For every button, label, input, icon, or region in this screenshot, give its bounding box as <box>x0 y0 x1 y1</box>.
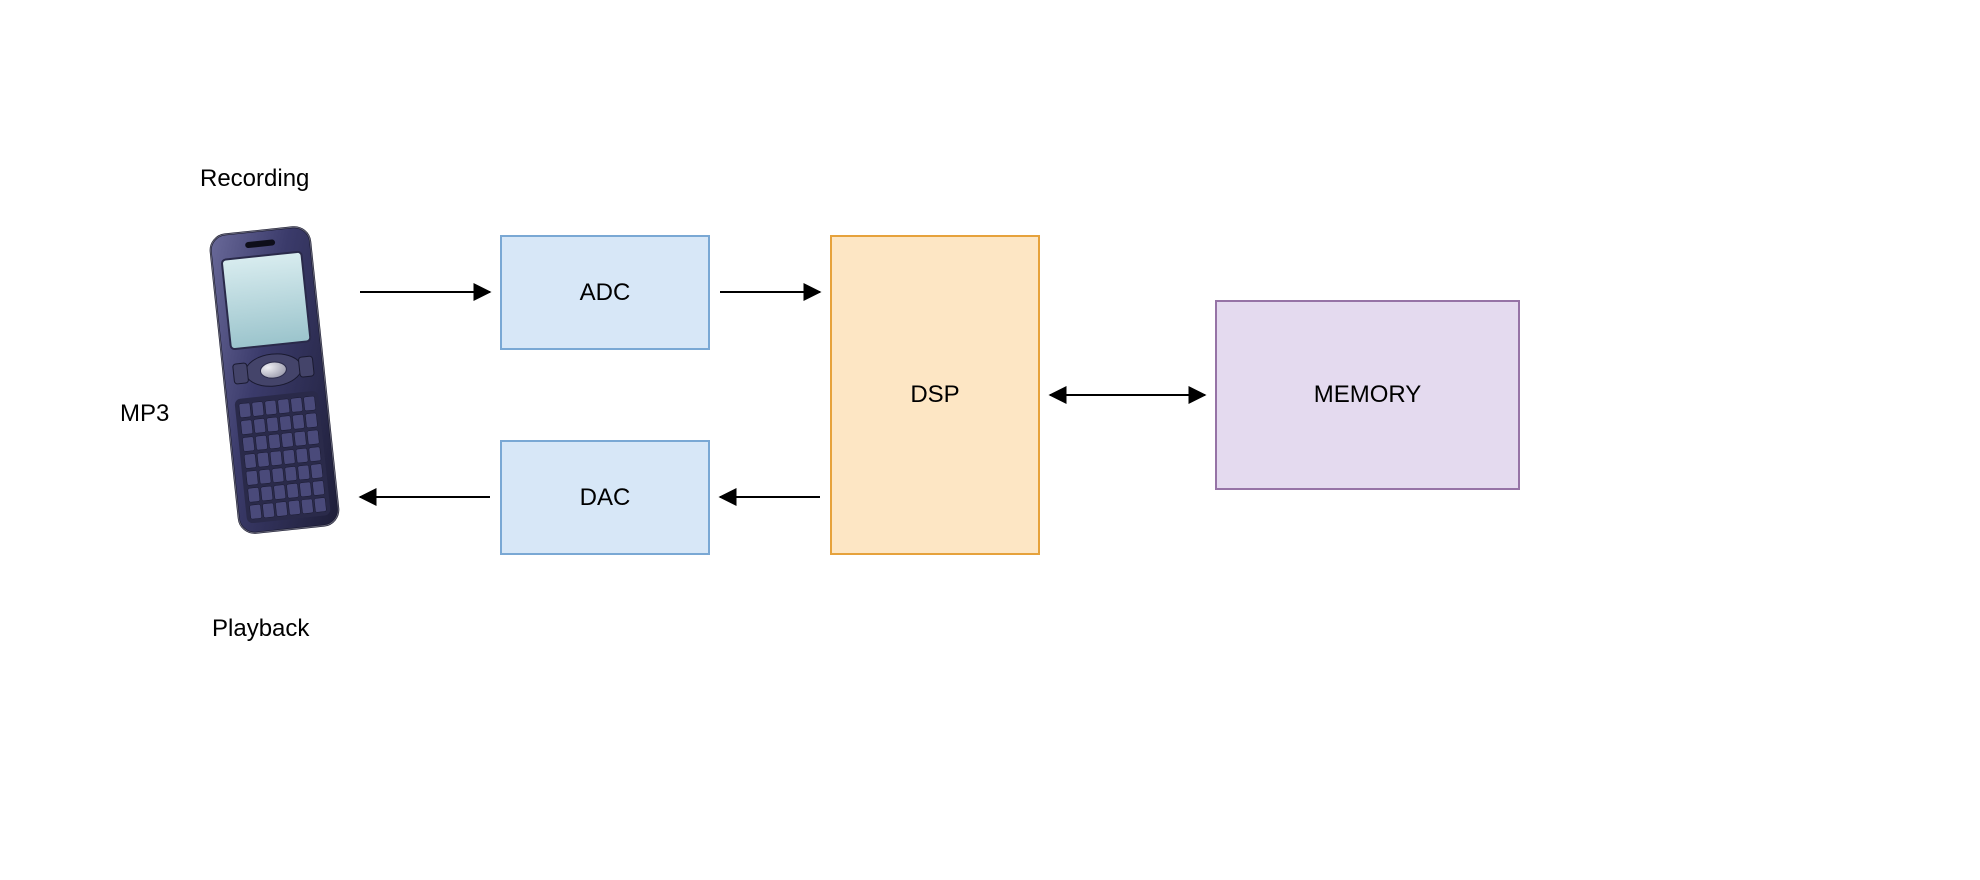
label-recording: Recording <box>200 165 309 193</box>
mp3-device-icon <box>205 220 345 550</box>
label-mp3: MP3 <box>120 400 169 428</box>
diagram-canvas: Recording MP3 Playback <box>0 0 1980 880</box>
block-dac: DAC <box>500 440 710 555</box>
label-playback: Playback <box>212 615 309 643</box>
block-dsp: DSP <box>830 235 1040 555</box>
block-adc: ADC <box>500 235 710 350</box>
block-memory: MEMORY <box>1215 300 1520 490</box>
